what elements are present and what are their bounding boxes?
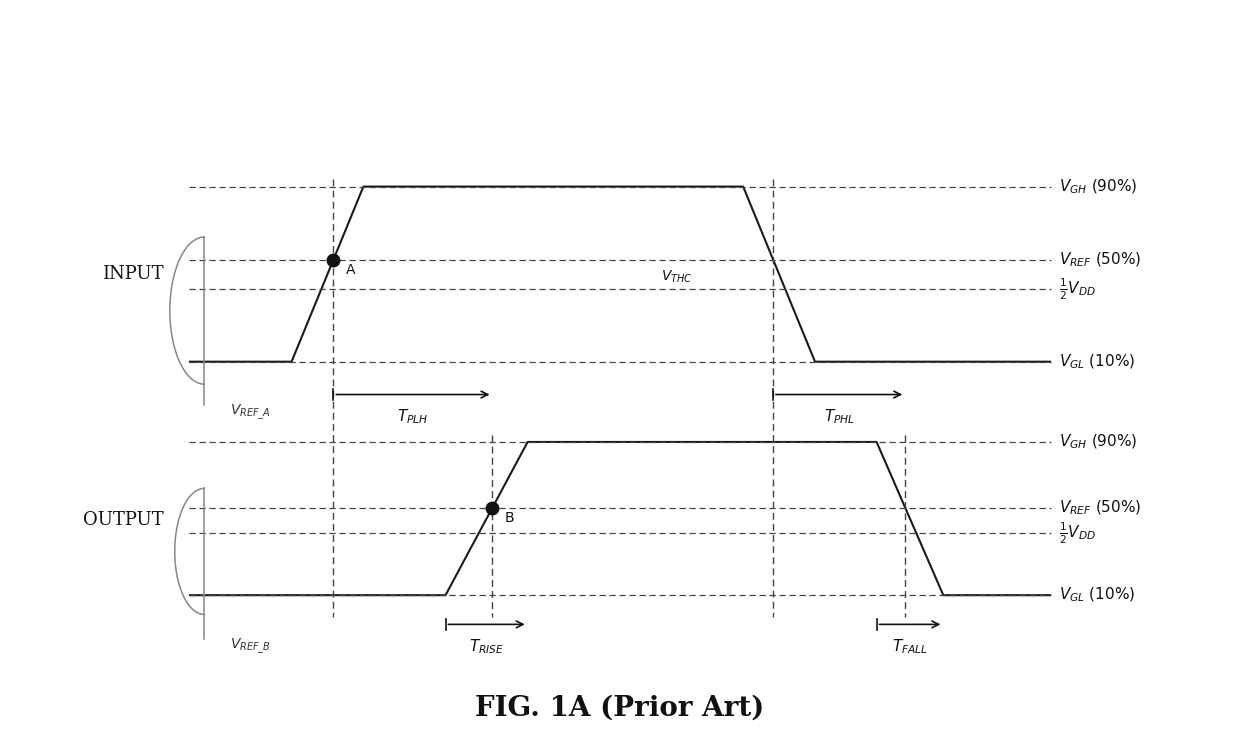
- Text: A: A: [346, 263, 356, 277]
- Text: $V_{REF}$ (50%): $V_{REF}$ (50%): [1059, 498, 1142, 517]
- Text: FIG. 1A (Prior Art): FIG. 1A (Prior Art): [475, 694, 765, 722]
- Text: $\frac{1}{2}V_{DD}$: $\frac{1}{2}V_{DD}$: [1059, 520, 1096, 546]
- Text: $V_{GL}$ (10%): $V_{GL}$ (10%): [1059, 353, 1136, 371]
- Text: $T_{PHL}$: $T_{PHL}$: [823, 407, 854, 427]
- Text: $V_{GH}$ (90%): $V_{GH}$ (90%): [1059, 432, 1138, 451]
- Text: OUTPUT: OUTPUT: [83, 511, 164, 529]
- Text: $T_{FALL}$: $T_{FALL}$: [892, 638, 928, 656]
- Text: INPUT: INPUT: [102, 265, 164, 283]
- Text: $T_{PLH}$: $T_{PLH}$: [397, 407, 429, 427]
- Text: $V_{GL}$ (10%): $V_{GL}$ (10%): [1059, 586, 1136, 604]
- Text: $\frac{1}{2}V_{DD}$: $\frac{1}{2}V_{DD}$: [1059, 276, 1096, 302]
- Text: $V_{REF}$ (50%): $V_{REF}$ (50%): [1059, 250, 1142, 269]
- Text: $T_{RISE}$: $T_{RISE}$: [469, 638, 505, 656]
- Text: B: B: [505, 511, 515, 525]
- Text: $V_{THC}$: $V_{THC}$: [661, 269, 693, 285]
- Text: $V_{REF\_B}$: $V_{REF\_B}$: [229, 637, 270, 656]
- Text: $V_{REF\_A}$: $V_{REF\_A}$: [229, 403, 270, 422]
- Text: $V_{GH}$ (90%): $V_{GH}$ (90%): [1059, 177, 1138, 196]
